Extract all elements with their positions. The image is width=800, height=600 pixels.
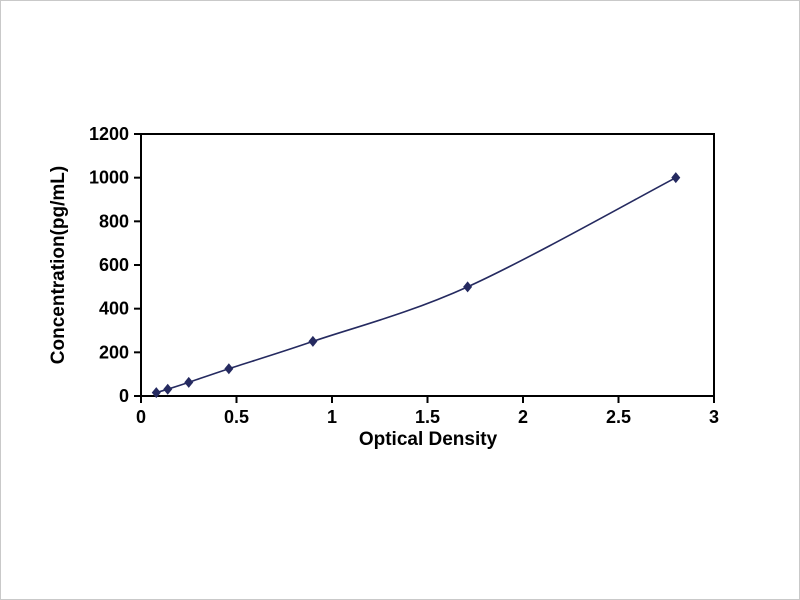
y-tick-label: 1000 xyxy=(89,168,129,188)
x-tick-label: 1.5 xyxy=(415,407,440,427)
x-tick-label: 0 xyxy=(136,407,146,427)
data-point-marker xyxy=(184,376,194,388)
data-point-marker xyxy=(463,281,473,293)
x-tick-label: 2.5 xyxy=(606,407,631,427)
y-tick-label: 1200 xyxy=(89,124,129,144)
data-point-marker xyxy=(671,172,681,184)
series-line xyxy=(156,176,677,394)
x-axis-title: Optical Density xyxy=(358,429,498,450)
y-tick-label: 200 xyxy=(99,342,129,362)
x-tick-label: 3 xyxy=(709,407,719,427)
y-tick-label: 0 xyxy=(119,386,129,406)
data-point-marker xyxy=(308,335,318,347)
plot-frame xyxy=(140,133,715,397)
x-tick-label: 1 xyxy=(327,407,337,427)
data-point-marker xyxy=(224,363,234,375)
y-tick-label: 600 xyxy=(99,255,129,275)
y-tick-label: 800 xyxy=(99,211,129,231)
data-point-marker xyxy=(163,383,173,395)
y-tick-label: 400 xyxy=(99,299,129,319)
x-tick-label: 2 xyxy=(518,407,528,427)
data-point-marker xyxy=(151,387,161,399)
x-tick-label: 0.5 xyxy=(224,407,249,427)
